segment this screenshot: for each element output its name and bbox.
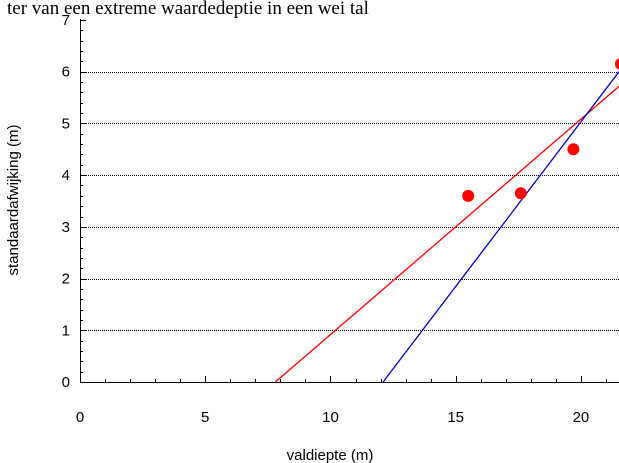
y-tick-label: 7 [62,12,70,29]
data-point [514,187,527,200]
y-tick-label: 2 [62,271,70,288]
y-tick-label: 5 [62,115,70,132]
y-tick-label: 4 [62,167,70,184]
y-axis-label: standaardafwijking (m) [5,125,22,276]
chart-title: ter van een extreme waardedeptie in een … [7,0,369,19]
data-point [567,143,580,156]
fit-line [274,85,619,382]
y-tick-label: 3 [62,219,70,236]
axes [80,19,619,383]
series [274,58,619,382]
x-tick-label: 0 [76,409,84,426]
data-point [615,58,619,70]
y-tick-label: 6 [62,64,70,81]
tick-labels: 0 1 2 3 4 5 6 7 0 5 10 15 20 [62,12,590,426]
x-tick-label: 15 [447,409,464,426]
y-tick-label: 0 [62,374,70,391]
fit-line [382,70,619,382]
x-tick-label: 5 [201,409,209,426]
x-tick-label: 20 [573,409,590,426]
grid-lines [80,72,619,331]
x-tick-label: 10 [322,409,339,426]
y-tick-label: 1 [62,322,70,339]
x-axis-label: valdiepte (m) [287,447,374,463]
data-point [462,189,475,202]
